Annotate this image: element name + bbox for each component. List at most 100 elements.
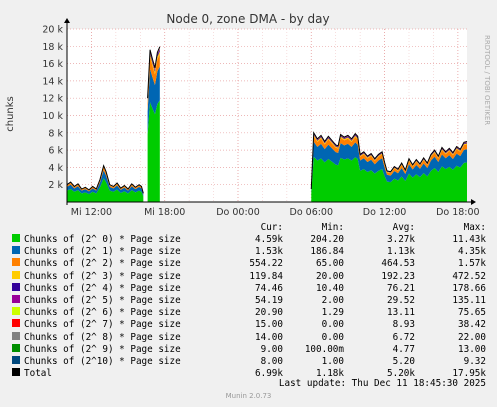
legend-max: 9.32 bbox=[463, 356, 486, 367]
legend-min: 1.29 bbox=[321, 307, 344, 319]
area-band-1-1 bbox=[147, 66, 160, 135]
legend-cur: 554.22 bbox=[249, 258, 283, 270]
legend-max: 17.95k bbox=[452, 368, 486, 380]
y-tick-label-8: 18 k bbox=[42, 42, 63, 53]
y-tick-label-9: 20 k bbox=[42, 25, 63, 36]
legend-min: 0.00 bbox=[321, 331, 344, 343]
legend-max: 4.35k bbox=[458, 246, 486, 258]
munin-version: Munin 2.0.73 bbox=[225, 392, 272, 400]
legend-cur: 15.00 bbox=[255, 319, 283, 331]
legend-name: Chunks of (2^ 4) * Page size bbox=[24, 282, 181, 294]
legend-name: Chunks of (2^ 2) * Page size bbox=[24, 258, 181, 270]
legend-cur: 20.90 bbox=[255, 307, 283, 319]
legend-cur: 119.84 bbox=[249, 270, 283, 282]
legend-min: 100.00m bbox=[304, 343, 344, 355]
legend-header: Cur: Min: Avg: Max: bbox=[0, 222, 497, 234]
total-line-0 bbox=[66, 164, 144, 194]
area-band-0-0 bbox=[67, 178, 144, 202]
legend-swatch bbox=[12, 234, 20, 242]
legend-avg: 1.13k bbox=[387, 246, 415, 258]
y-tick-label-6: 14 k bbox=[42, 76, 63, 87]
y-tick-label-3: 8 k bbox=[48, 128, 63, 139]
legend-cur: 9.00 bbox=[260, 343, 283, 355]
area-layer bbox=[66, 46, 468, 202]
legend-max: 38.42 bbox=[458, 319, 486, 331]
legend-swatch bbox=[12, 282, 20, 291]
last-update: Last update: Thu Dec 11 18:45:30 2025 bbox=[278, 378, 486, 389]
legend-name: Chunks of (2^ 3) * Page size bbox=[24, 270, 181, 282]
legend-avg: 5.20 bbox=[392, 356, 415, 367]
legend-avg: 13.11 bbox=[387, 307, 415, 319]
legend-header-avg: Avg: bbox=[392, 222, 415, 233]
legend-min: 2.00 bbox=[321, 295, 344, 306]
legend-min: 1.18k bbox=[316, 368, 344, 380]
area-band-0-2 bbox=[67, 167, 144, 195]
x-tick-label-1: Mi 18:00 bbox=[144, 207, 185, 218]
rrdtool-watermark: RRDTOOL / TOBI OETIKER bbox=[483, 35, 491, 125]
legend-min: 0.00 bbox=[321, 319, 344, 331]
legend-row: Chunks of (2^ 9) * Page size 9.00 100.00m 4… bbox=[0, 343, 497, 356]
y-tick-label-2: 6 k bbox=[48, 146, 63, 157]
total-line-2 bbox=[310, 131, 468, 190]
legend-avg: 4.77 bbox=[392, 343, 415, 355]
legend-avg: 192.23 bbox=[381, 270, 415, 282]
legend-row: Chunks of (2^10) * Page size 8.00 1.00 5.20… bbox=[0, 356, 497, 368]
legend-row: Chunks of (2^ 8) * Page size 14.00 0.00 6.7… bbox=[0, 331, 497, 344]
legend-swatch bbox=[12, 258, 20, 267]
x-axis-arrow bbox=[471, 199, 476, 205]
legend-row: Chunks of (2^ 1) * Page size 1.53k 186.84 1… bbox=[0, 246, 497, 258]
axis-layer: 2 k 4 k 6 k 8 k 10 k 12 k 14 k 16 k 18 k 20 k Mi 1… bbox=[42, 18, 480, 218]
y-axis-arrow bbox=[64, 18, 70, 23]
legend-swatch bbox=[12, 246, 20, 255]
total-line-1 bbox=[147, 46, 161, 99]
legend-avg: 3.27k bbox=[387, 234, 415, 245]
legend-min: 186.84 bbox=[310, 246, 344, 258]
y-tick-label-1: 4 k bbox=[48, 163, 63, 174]
area-band-1-3 bbox=[147, 51, 160, 104]
legend-avg: 5.20k bbox=[387, 368, 415, 380]
legend-max: 1.57k bbox=[458, 258, 486, 270]
legend-avg: 29.52 bbox=[387, 295, 415, 306]
legend-swatch bbox=[12, 270, 20, 279]
legend-cur: 8.00 bbox=[260, 356, 283, 367]
legend-swatch bbox=[12, 343, 20, 352]
legend-min: 1.00 bbox=[321, 356, 344, 367]
legend-min: 204.20 bbox=[310, 234, 344, 245]
legend-min: 20.00 bbox=[316, 270, 344, 282]
x-tick-label-3: Do 06:00 bbox=[290, 207, 334, 218]
area-band-0-1 bbox=[67, 170, 144, 197]
legend-swatch bbox=[12, 295, 20, 303]
legend-max: 13.00 bbox=[458, 343, 486, 355]
y-axis-label: chunks bbox=[5, 96, 16, 132]
legend-header-min: Min: bbox=[321, 222, 344, 233]
y-tick-label-4: 10 k bbox=[42, 111, 63, 122]
x-tick-label-5: Do 18:00 bbox=[436, 207, 480, 218]
legend-max: 472.52 bbox=[452, 270, 486, 282]
legend-avg: 6.72 bbox=[392, 331, 415, 343]
legend-name: Chunks of (2^ 1) * Page size bbox=[24, 246, 181, 258]
legend-header-max: Max: bbox=[463, 222, 486, 233]
legend-name: Chunks of (2^ 7) * Page size bbox=[24, 319, 181, 331]
legend-min: 65.00 bbox=[316, 258, 344, 270]
legend-row: Chunks of (2^ 6) * Page size 20.90 1.29 13.… bbox=[0, 307, 497, 319]
legend-swatch bbox=[12, 331, 20, 340]
legend-name: Chunks of (2^ 8) * Page size bbox=[24, 331, 181, 343]
legend-max: 178.66 bbox=[452, 282, 486, 294]
area-band-2-1 bbox=[311, 141, 467, 194]
legend-row: Total 6.99k 1.18k 5.20k 17.95k bbox=[0, 368, 497, 380]
y-tick-label-0: 2 k bbox=[48, 180, 63, 191]
x-tick-label-2: Do 00:00 bbox=[216, 207, 260, 218]
y-tick-label-7: 16 k bbox=[42, 59, 63, 70]
legend-row: Chunks of (2^ 0) * Page size 4.59k 204.20 3… bbox=[0, 234, 497, 246]
legend-row: Chunks of (2^ 2) * Page size 554.22 65.00 4… bbox=[0, 258, 497, 270]
legend-cur: 54.19 bbox=[255, 295, 283, 306]
legend-avg: 76.21 bbox=[387, 282, 415, 294]
legend-avg: 464.53 bbox=[381, 258, 415, 270]
legend-name: Chunks of (2^10) * Page size bbox=[24, 356, 181, 367]
legend-row: Chunks of (2^ 4) * Page size 74.46 10.40 76… bbox=[0, 282, 497, 295]
legend-row: Chunks of (2^ 3) * Page size 119.84 20.00 1… bbox=[0, 270, 497, 283]
area-band-1-2 bbox=[147, 54, 160, 112]
legend-max: 22.00 bbox=[458, 331, 486, 343]
legend-name: Chunks of (2^ 5) * Page size bbox=[24, 295, 181, 306]
